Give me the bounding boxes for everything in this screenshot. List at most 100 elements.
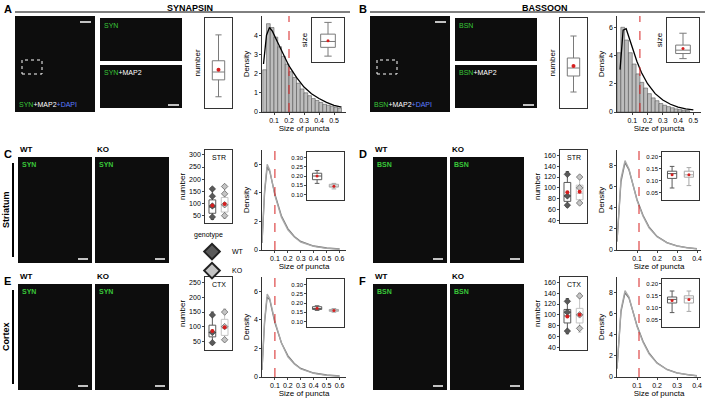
svg-text:200: 200	[189, 294, 201, 301]
svg-text:4: 4	[254, 32, 258, 39]
svg-text:0: 0	[609, 108, 613, 115]
svg-text:size: size	[655, 32, 664, 47]
svg-text:60: 60	[548, 333, 556, 340]
svg-text:0.1: 0.1	[627, 117, 637, 124]
svg-text:Density: Density	[242, 187, 251, 214]
svg-text:6: 6	[254, 161, 258, 168]
svg-text:0: 0	[254, 373, 258, 380]
svg-text:120: 120	[544, 173, 556, 180]
svg-text:200: 200	[189, 176, 201, 183]
svg-text:4: 4	[609, 52, 613, 59]
svg-text:KO: KO	[452, 272, 464, 281]
svg-text:0.4: 0.4	[673, 117, 683, 124]
svg-text:F: F	[359, 275, 366, 287]
svg-text:0.1: 0.1	[270, 255, 280, 262]
svg-text:0.2: 0.2	[283, 382, 293, 389]
svg-text:160: 160	[544, 152, 556, 159]
svg-text:0.5: 0.5	[688, 117, 698, 124]
svg-text:Density: Density	[242, 314, 251, 341]
svg-text:0.1: 0.1	[632, 382, 642, 389]
svg-text:0.25: 0.25	[291, 164, 303, 170]
svg-text:140: 140	[544, 163, 556, 170]
svg-text:6: 6	[254, 288, 258, 295]
svg-text:0.6: 0.6	[335, 382, 345, 389]
svg-text:CTX: CTX	[567, 281, 581, 288]
svg-text:2: 2	[609, 80, 613, 87]
svg-text:Density: Density	[597, 187, 606, 214]
svg-text:size: size	[300, 32, 309, 47]
svg-text:100: 100	[189, 323, 201, 330]
svg-text:0.5: 0.5	[329, 117, 339, 124]
svg-text:A: A	[4, 3, 12, 15]
svg-text:number: number	[533, 173, 542, 200]
svg-text:KO: KO	[97, 272, 109, 281]
svg-text:0.10: 0.10	[646, 178, 658, 184]
svg-text:0.2: 0.2	[283, 255, 293, 262]
svg-text:KO: KO	[232, 267, 243, 274]
svg-text:2: 2	[609, 225, 613, 232]
svg-text:0: 0	[254, 108, 258, 115]
svg-text:150: 150	[189, 308, 201, 315]
svg-text:8: 8	[609, 289, 613, 296]
svg-text:BSN: BSN	[377, 161, 392, 168]
svg-text:4: 4	[609, 331, 613, 338]
svg-text:4: 4	[254, 189, 258, 196]
svg-text:0.15: 0.15	[646, 293, 658, 299]
svg-text:0.4: 0.4	[314, 117, 324, 124]
svg-text:0: 0	[254, 246, 258, 253]
svg-text:SYN: SYN	[22, 161, 36, 168]
svg-text:0.5: 0.5	[322, 255, 332, 262]
svg-text:0.10: 0.10	[291, 192, 303, 198]
svg-text:genotype: genotype	[194, 231, 223, 239]
svg-text:Cortex: Cortex	[1, 322, 11, 351]
svg-text:Density: Density	[242, 51, 251, 78]
svg-text:4: 4	[609, 204, 613, 211]
svg-text:0.2: 0.2	[284, 117, 294, 124]
svg-text:1: 1	[254, 89, 258, 96]
svg-text:0.20: 0.20	[646, 154, 658, 160]
svg-text:0.30: 0.30	[291, 155, 303, 161]
svg-text:BSN: BSN	[377, 288, 392, 295]
svg-text:0.20: 0.20	[291, 300, 303, 306]
svg-text:Size of puncta: Size of puncta	[279, 262, 330, 271]
svg-text:BSN: BSN	[459, 22, 473, 29]
svg-text:0.2: 0.2	[652, 382, 662, 389]
svg-text:BSN: BSN	[454, 288, 469, 295]
svg-text:KO: KO	[97, 145, 109, 154]
svg-text:SYN+MAP2+DAPI: SYN+MAP2+DAPI	[19, 101, 77, 108]
svg-text:0.4: 0.4	[309, 382, 319, 389]
svg-text:100: 100	[189, 200, 201, 207]
svg-text:0.4: 0.4	[692, 382, 702, 389]
svg-text:0.20: 0.20	[291, 173, 303, 179]
svg-text:3: 3	[254, 51, 258, 58]
svg-text:0.20: 0.20	[646, 281, 658, 287]
svg-text:250: 250	[189, 279, 201, 286]
svg-text:250: 250	[189, 163, 201, 170]
svg-text:0.6: 0.6	[335, 255, 345, 262]
svg-text:E: E	[4, 275, 11, 287]
svg-text:0.4: 0.4	[309, 255, 319, 262]
svg-text:2: 2	[254, 345, 258, 352]
svg-text:100: 100	[544, 311, 556, 318]
svg-text:SYN: SYN	[99, 161, 113, 168]
svg-text:0.3: 0.3	[672, 382, 682, 389]
svg-text:0.1: 0.1	[632, 255, 642, 262]
svg-text:KO: KO	[452, 145, 464, 154]
svg-text:0.1: 0.1	[270, 382, 280, 389]
svg-text:0: 0	[609, 373, 613, 380]
svg-text:STR: STR	[567, 154, 581, 161]
svg-text:number: number	[178, 300, 187, 327]
svg-text:Density: Density	[597, 51, 606, 78]
svg-text:WT: WT	[375, 272, 388, 281]
svg-text:C: C	[4, 148, 12, 160]
svg-text:D: D	[359, 148, 367, 160]
svg-text:80: 80	[548, 195, 556, 202]
svg-text:Density: Density	[597, 314, 606, 341]
svg-text:2: 2	[609, 352, 613, 359]
svg-text:0.3: 0.3	[296, 255, 306, 262]
svg-text:number: number	[178, 173, 187, 200]
svg-text:0.05: 0.05	[646, 317, 658, 323]
svg-text:6: 6	[609, 310, 613, 317]
svg-text:0.3: 0.3	[658, 117, 668, 124]
svg-text:WT: WT	[375, 145, 388, 154]
